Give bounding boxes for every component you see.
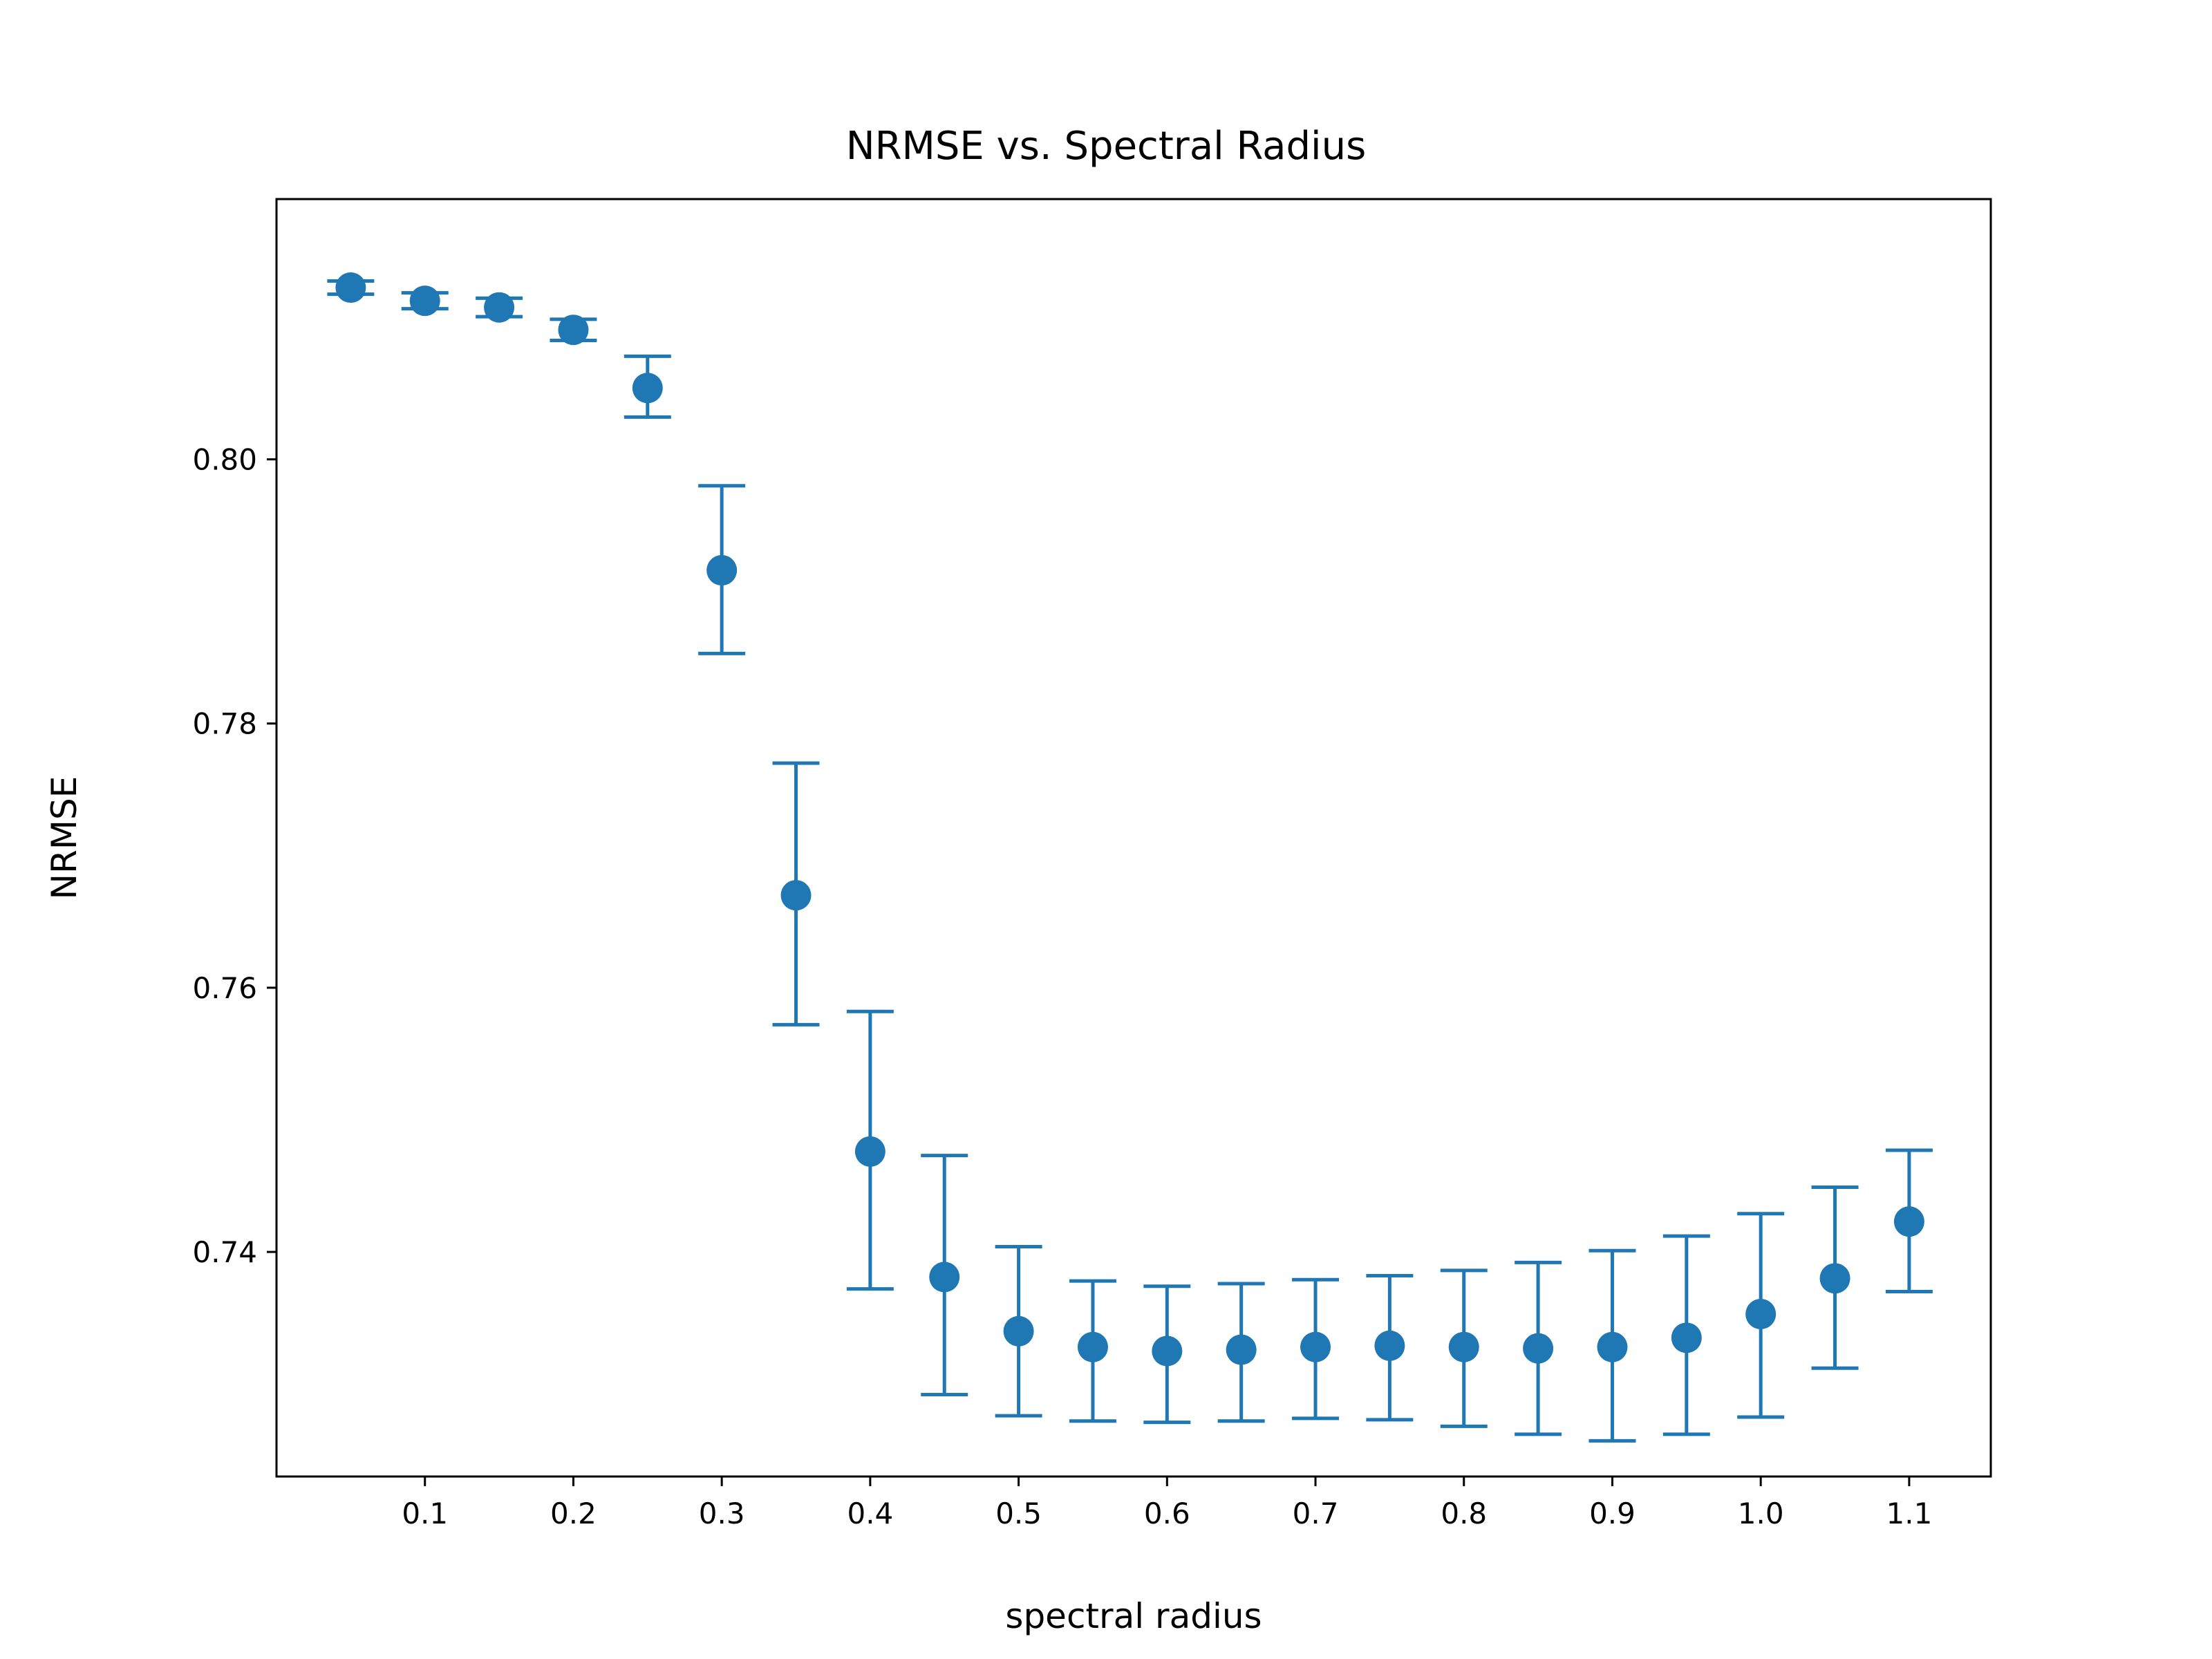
x-tick-label: 0.2	[550, 1497, 597, 1530]
y-tick-label: 0.76	[192, 971, 257, 1005]
data-point	[854, 1136, 885, 1167]
y-axis-ticks: 0.74 0.76 0.78 0.80	[192, 442, 276, 1269]
y-tick-label: 0.74	[192, 1235, 257, 1269]
y-tick-label: 0.78	[192, 707, 257, 741]
data-point	[335, 272, 366, 303]
x-tick-label: 1.0	[1738, 1497, 1784, 1530]
x-tick-label: 1.1	[1886, 1497, 1933, 1530]
data-point	[1003, 1315, 1034, 1347]
data-marks	[327, 272, 1933, 1443]
y-axis-label: NRMSE	[44, 776, 84, 900]
data-point	[1374, 1330, 1405, 1361]
data-point	[1893, 1206, 1924, 1237]
data-point	[1671, 1322, 1702, 1353]
x-tick-label: 0.3	[699, 1497, 745, 1530]
chart-title: NRMSE vs. Spectral Radius	[846, 124, 1367, 169]
x-tick-label: 0.7	[1293, 1497, 1339, 1530]
x-tick-label: 0.8	[1441, 1497, 1487, 1530]
data-point	[409, 285, 440, 317]
data-point	[632, 373, 663, 404]
x-tick-label: 0.1	[402, 1497, 448, 1530]
data-point	[706, 555, 738, 586]
data-point	[484, 292, 515, 323]
data-point	[929, 1262, 960, 1293]
data-point	[1077, 1331, 1108, 1362]
data-point	[1523, 1333, 1554, 1364]
x-axis-label: spectral radius	[1005, 1596, 1262, 1636]
data-point	[1152, 1335, 1183, 1367]
data-point	[780, 880, 812, 911]
x-axis-ticks: 0.1 0.2 0.3 0.4 0.5 0.6 0.7 0.8 0.9 1.0 1.1	[402, 1477, 1932, 1530]
y-tick-label: 0.80	[192, 442, 257, 476]
data-point	[1597, 1331, 1628, 1362]
data-point	[558, 315, 589, 346]
data-point	[1819, 1263, 1850, 1294]
data-point	[1226, 1334, 1257, 1365]
data-point	[1300, 1331, 1331, 1362]
data-point	[1745, 1298, 1777, 1329]
x-tick-label: 0.9	[1589, 1497, 1635, 1530]
x-tick-label: 0.6	[1144, 1497, 1190, 1530]
data-point	[1448, 1331, 1479, 1362]
plot-area-frame	[275, 198, 1992, 1478]
x-tick-label: 0.4	[847, 1497, 893, 1530]
x-tick-label: 0.5	[995, 1497, 1042, 1530]
